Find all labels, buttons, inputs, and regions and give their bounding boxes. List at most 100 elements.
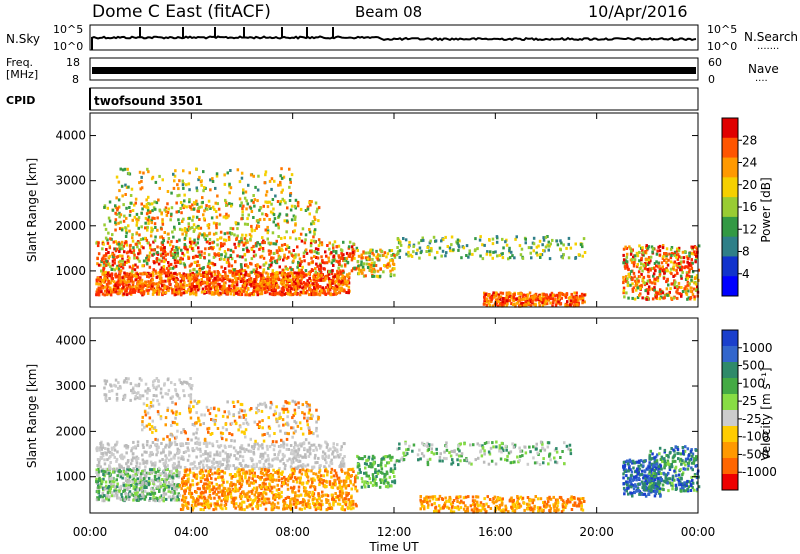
echo-cell xyxy=(565,292,569,296)
echo-cell xyxy=(368,258,371,262)
echo-cell xyxy=(170,273,173,277)
echo-cell xyxy=(160,227,163,231)
echo-cell xyxy=(283,467,287,471)
echo-cell xyxy=(146,228,149,232)
echo-cell xyxy=(169,214,173,218)
echo-cell xyxy=(101,247,104,251)
echo-cell xyxy=(458,239,461,243)
echo-cell xyxy=(264,228,267,232)
echo-cell xyxy=(307,454,311,458)
echo-cell xyxy=(248,495,251,499)
echo-cell xyxy=(481,243,484,247)
echo-cell xyxy=(206,457,209,460)
echo-cell xyxy=(661,246,665,250)
echo-cell xyxy=(140,202,143,206)
echo-cell xyxy=(122,498,125,502)
echo-cell xyxy=(544,299,548,303)
echo-cell xyxy=(367,251,370,255)
echo-cell xyxy=(116,208,119,212)
noise-right-tick-bottom: 10^0 xyxy=(707,40,737,53)
echo-cell xyxy=(122,466,125,470)
echo-cell xyxy=(149,460,153,464)
echo-cell xyxy=(266,229,270,233)
echo-cell xyxy=(247,286,250,290)
echo-cell xyxy=(386,252,390,256)
echo-cell xyxy=(174,485,178,489)
echo-cell xyxy=(328,288,332,292)
echo-cell xyxy=(108,450,112,454)
freq-left-tick-top: 18 xyxy=(66,56,80,69)
echo-cell xyxy=(239,204,242,208)
echo-cell xyxy=(489,253,492,257)
echo-cell xyxy=(364,251,368,255)
echo-cell xyxy=(108,200,112,204)
echo-cell xyxy=(648,261,651,265)
echo-cell xyxy=(497,300,500,304)
echo-cell xyxy=(297,272,300,276)
echo-cell xyxy=(490,300,493,304)
echo-cell xyxy=(150,221,153,225)
echo-cell xyxy=(281,248,284,252)
echo-cell xyxy=(216,270,219,273)
echo-cell xyxy=(96,288,99,292)
echo-cell xyxy=(263,263,266,267)
echo-cell xyxy=(386,263,389,267)
echo-cell xyxy=(242,204,245,208)
echo-cell xyxy=(122,481,125,485)
echo-cell xyxy=(163,231,166,234)
echo-cell xyxy=(524,300,527,304)
echo-cell xyxy=(131,290,134,294)
echo-cell xyxy=(161,178,164,182)
echo-cell xyxy=(440,239,443,243)
echo-cell xyxy=(123,250,126,254)
echo-cell xyxy=(557,291,561,295)
echo-cell xyxy=(652,287,655,291)
echo-cell xyxy=(514,237,517,241)
echo-cell xyxy=(239,269,242,273)
echo-cell xyxy=(270,177,274,181)
echo-cell xyxy=(226,453,229,457)
echo-cell xyxy=(133,253,136,257)
echo-cell xyxy=(162,283,166,287)
echo-cell xyxy=(250,248,254,251)
echo-cell xyxy=(297,253,300,257)
echo-cell xyxy=(133,470,137,473)
echo-cell xyxy=(195,199,198,203)
echo-cell xyxy=(200,183,203,187)
echo-cell xyxy=(132,474,135,478)
echo-cell xyxy=(319,264,322,268)
echo-cell xyxy=(162,450,165,454)
echo-cell xyxy=(255,462,258,466)
echo-cell xyxy=(96,446,99,450)
echo-cell xyxy=(527,301,531,305)
echo-cell xyxy=(296,465,300,469)
echo-cell xyxy=(170,191,173,195)
echo-cell xyxy=(235,457,238,461)
echo-cell xyxy=(124,193,127,196)
echo-cell xyxy=(347,275,350,279)
echo-cell xyxy=(272,281,275,285)
echo-cell xyxy=(282,287,285,291)
echo-cell xyxy=(290,271,294,275)
echo-cell xyxy=(230,202,234,206)
echo-cell xyxy=(254,242,258,246)
echo-cell xyxy=(457,243,460,247)
echo-cell xyxy=(125,470,128,474)
echo-cell xyxy=(132,498,135,502)
echo-cell xyxy=(148,499,151,502)
echo-cell xyxy=(201,200,204,204)
echo-cell xyxy=(211,444,215,448)
echo-cell xyxy=(327,259,331,263)
echo-cell xyxy=(250,445,254,449)
echo-cell xyxy=(234,221,238,225)
echo-cell xyxy=(255,273,258,276)
echo-cell xyxy=(243,196,247,200)
echo-cell xyxy=(651,247,655,251)
echo-cell xyxy=(126,479,129,483)
echo-cell xyxy=(347,281,351,285)
echo-cell xyxy=(312,449,315,452)
echo-cell xyxy=(292,259,295,263)
echo-cell xyxy=(182,277,185,281)
echo-cell xyxy=(151,274,155,278)
echo-cell xyxy=(228,202,231,206)
